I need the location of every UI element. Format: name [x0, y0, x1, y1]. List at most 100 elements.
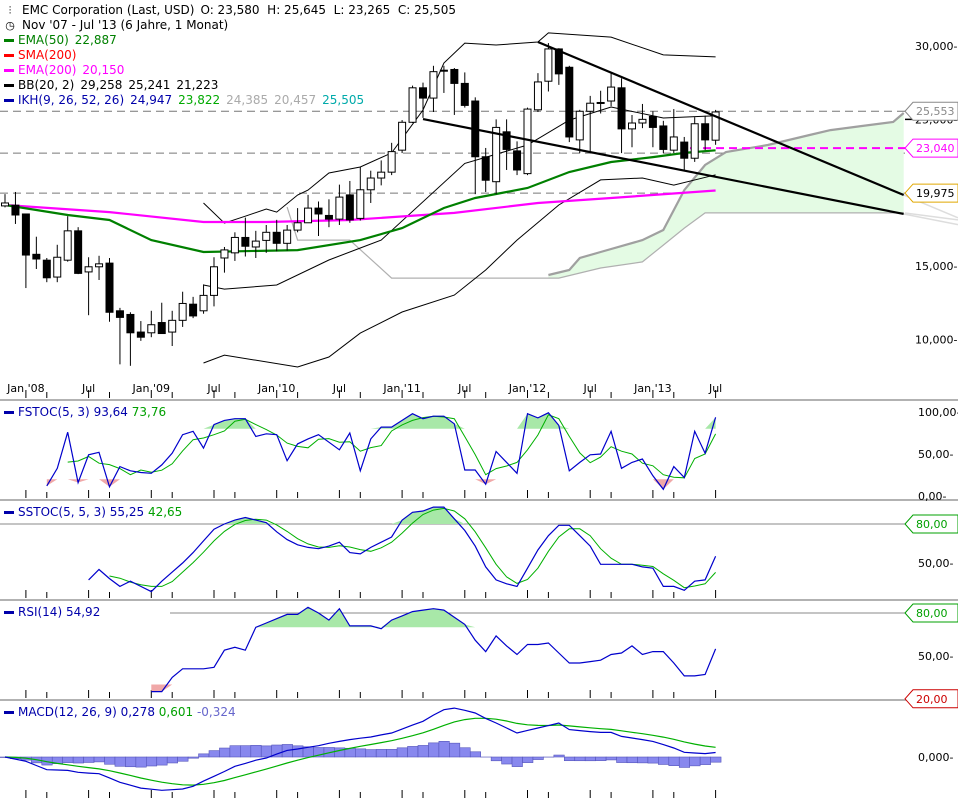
candle[interactable]: [659, 120, 668, 154]
macd-histogram-bar: [240, 745, 252, 758]
ema50-label: EMA(50): [18, 33, 69, 47]
candle[interactable]: [471, 97, 480, 195]
macd-legend[interactable]: MACD(12, 26, 9) 0,278 0,601 -0,324: [4, 705, 239, 719]
candle[interactable]: [220, 246, 229, 273]
candle[interactable]: [251, 230, 260, 258]
candle[interactable]: [533, 73, 542, 113]
candle-body: [617, 87, 626, 130]
candle[interactable]: [136, 321, 145, 341]
candle[interactable]: [272, 219, 281, 252]
candle[interactable]: [199, 284, 208, 314]
candle[interactable]: [324, 199, 333, 228]
candle[interactable]: [554, 48, 563, 85]
candle[interactable]: [366, 170, 375, 203]
candle[interactable]: [408, 85, 417, 124]
candle[interactable]: [189, 296, 198, 319]
candle-body: [502, 131, 511, 150]
candle[interactable]: [680, 136, 689, 170]
date-axis-label: Jul: [206, 382, 220, 395]
candle[interactable]: [460, 72, 469, 108]
candle[interactable]: [450, 68, 459, 115]
macd-value: 0,278: [120, 705, 155, 719]
candle[interactable]: [304, 194, 313, 224]
candle[interactable]: [628, 114, 636, 148]
candle[interactable]: [638, 103, 647, 129]
legend-ema50[interactable]: EMA(50) 22,887: [4, 33, 462, 48]
candle[interactable]: [345, 180, 354, 223]
clock-icon: ◷: [5, 19, 15, 32]
candle[interactable]: [377, 160, 386, 186]
candle[interactable]: [126, 312, 135, 366]
candle[interactable]: [11, 191, 20, 224]
candle[interactable]: [701, 115, 710, 151]
candle[interactable]: [230, 232, 239, 261]
macd-histogram-bar: [219, 747, 231, 758]
candle[interactable]: [586, 95, 595, 154]
candle[interactable]: [115, 307, 124, 365]
sstoc-swatch: [4, 511, 14, 514]
legend-sma200[interactable]: SMA(200): [4, 48, 462, 63]
candle[interactable]: [74, 227, 83, 275]
candle-body: [335, 196, 344, 220]
candle-body: [680, 141, 689, 159]
candle[interactable]: [157, 302, 166, 335]
macd-histogram-bar: [354, 748, 367, 758]
candle[interactable]: [439, 65, 448, 93]
candle[interactable]: [21, 213, 30, 289]
macd-histogram-bar: [678, 756, 690, 768]
candle[interactable]: [335, 184, 344, 225]
rsi-legend[interactable]: RSI(14) 54,92: [4, 605, 104, 619]
candle[interactable]: [669, 109, 678, 154]
candle-body: [607, 86, 616, 102]
candle[interactable]: [241, 217, 250, 257]
legend-bb[interactable]: BB(20, 2) 29,258 25,241 21,223: [4, 78, 462, 93]
legend-title-row: ⫶ EMC Corporation (Last, USD) O: 23,580 H:…: [4, 3, 462, 18]
candle[interactable]: [523, 107, 532, 176]
candle[interactable]: [262, 224, 271, 253]
candle[interactable]: [293, 208, 302, 233]
candle[interactable]: [575, 109, 584, 154]
candle[interactable]: [84, 257, 93, 316]
candle[interactable]: [63, 216, 72, 262]
candle[interactable]: [283, 224, 292, 251]
bb-lower-value: 21,223: [176, 78, 219, 92]
candle[interactable]: [544, 43, 553, 92]
candle[interactable]: [53, 244, 62, 283]
candle[interactable]: [596, 90, 605, 114]
candle[interactable]: [314, 201, 323, 236]
candle[interactable]: [607, 73, 616, 107]
candle[interactable]: [1, 194, 9, 208]
candle[interactable]: [32, 236, 41, 269]
candle[interactable]: [419, 82, 427, 118]
candle[interactable]: [565, 65, 574, 143]
legend-ikh[interactable]: IKH(9, 26, 52, 26) 24,947 23,822 24,385 20,4…: [4, 93, 462, 108]
candle[interactable]: [210, 257, 218, 307]
candle[interactable]: [648, 111, 657, 148]
candle[interactable]: [398, 120, 407, 154]
sstoc-legend[interactable]: SSTOC(5, 5, 3) 55,25 42,65: [4, 505, 186, 519]
candle[interactable]: [147, 310, 156, 338]
candle[interactable]: [42, 257, 51, 283]
candle[interactable]: [429, 65, 438, 113]
candle[interactable]: [356, 167, 365, 221]
candle-body: [115, 310, 124, 318]
candle-body: [638, 118, 647, 124]
candle[interactable]: [178, 291, 187, 327]
candle[interactable]: [513, 141, 522, 176]
candle[interactable]: [617, 78, 626, 154]
fstoc-legend[interactable]: FSTOC(5, 3) 93,64 73,76: [4, 405, 170, 419]
legend-ema200[interactable]: EMA(200) 20,150: [4, 63, 462, 78]
candle[interactable]: [387, 142, 396, 176]
candle[interactable]: [95, 255, 104, 280]
candle[interactable]: [481, 147, 490, 192]
candle[interactable]: [105, 257, 114, 322]
candle[interactable]: [502, 119, 511, 170]
candle[interactable]: [492, 119, 501, 195]
candle[interactable]: [168, 310, 177, 347]
bb-label: BB(20, 2): [18, 78, 75, 92]
rsi-swatch: [4, 611, 14, 614]
candle[interactable]: [690, 117, 699, 162]
candle-body: [481, 156, 490, 181]
